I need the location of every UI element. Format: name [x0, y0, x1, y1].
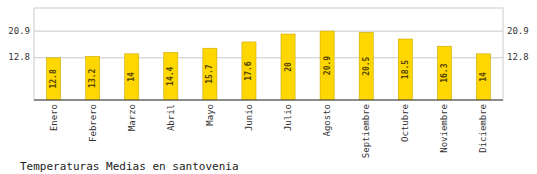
bars	[47, 31, 491, 100]
data-label: 20.5	[362, 56, 371, 75]
x-tick-label: Enero	[49, 104, 59, 131]
chart-container: 12.8 12.8 20.9 20.9 12.8 13.2 14 14.4 15.7 17.6 20…	[0, 0, 537, 174]
bar	[125, 54, 139, 100]
x-tick-label: Diciembre	[478, 104, 488, 153]
bar	[398, 39, 412, 100]
bar	[164, 53, 178, 100]
chart-title: Temperaturas Medias en santovenia	[20, 160, 239, 173]
data-label: 18.5	[401, 60, 410, 79]
bar	[242, 42, 256, 100]
data-label: 14	[127, 72, 136, 82]
data-label: 15.7	[205, 64, 214, 83]
y2-tick-label: 20.9	[507, 26, 529, 36]
data-label: 20	[284, 62, 293, 72]
x-tick-label: Junio	[244, 104, 254, 131]
x-tick-label: Marzo	[127, 104, 137, 131]
bar	[86, 56, 100, 100]
x-tick-label: Septiembre	[361, 104, 371, 158]
y2-tick-label: 12.8	[507, 52, 529, 62]
plot-frame	[34, 8, 503, 100]
data-label: 14	[479, 72, 488, 82]
y-tick-label: 20.9	[8, 26, 30, 36]
x-tick-label: Abril	[166, 104, 176, 131]
x-tick-label: Mayo	[205, 104, 215, 126]
bar	[47, 58, 61, 100]
grid-line	[34, 31, 503, 32]
chart-svg: 12.8 12.8 20.9 20.9 12.8 13.2 14 14.4 15.7 17.6 20…	[0, 0, 537, 174]
bar	[437, 46, 451, 100]
data-label: 12.8	[49, 69, 58, 88]
data-label: 20.9	[323, 56, 332, 75]
bar	[203, 48, 217, 100]
y-tick-label: 12.8	[8, 52, 30, 62]
grid-line	[34, 57, 503, 58]
data-label: 16.3	[440, 63, 449, 82]
data-label: 17.6	[244, 61, 253, 80]
x-tick-label: Julio	[283, 104, 293, 131]
data-label: 13.2	[88, 68, 97, 87]
data-label: 14.4	[166, 66, 175, 85]
x-tick-label: Octubre	[400, 104, 410, 142]
bar	[359, 32, 373, 100]
x-tick-label: Agosto	[322, 104, 332, 137]
bar	[281, 34, 295, 100]
bar	[476, 54, 490, 100]
x-tick-label: Noviembre	[439, 104, 449, 153]
x-axis-line	[34, 100, 503, 101]
x-tick-label: Febrero	[88, 104, 98, 142]
bar	[320, 31, 334, 100]
